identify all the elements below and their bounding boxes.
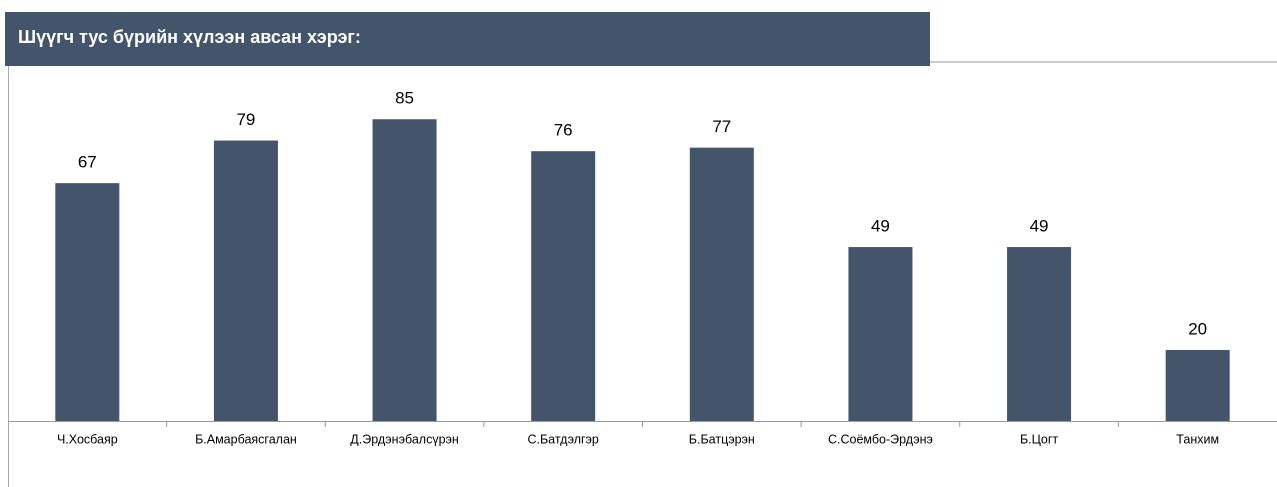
x-tick-label: Ч.Хосбаяр — [57, 432, 118, 446]
value-label: 79 — [236, 110, 255, 129]
bar — [55, 183, 120, 421]
x-tick-label: С.Батдэлгэр — [527, 432, 598, 446]
bar — [689, 147, 754, 421]
bar — [1165, 350, 1230, 421]
value-label: 67 — [78, 153, 97, 172]
x-tick-label: С.Соёмбо-Эрдэнэ — [828, 432, 933, 446]
bar — [372, 119, 437, 421]
bar — [848, 247, 913, 421]
x-tick-label: Б.Батцэрэн — [689, 432, 755, 446]
x-tick-label: Танхим — [1176, 432, 1219, 446]
value-label: 76 — [554, 121, 573, 140]
title-banner — [5, 12, 930, 66]
chart-title: Шүүгч тус бүрийн хүлээн авсан хэрэг: — [18, 27, 361, 47]
x-tick-label: Б.Цогт — [1020, 432, 1058, 446]
x-tick-label: Д.Эрдэнэбалсүрэн — [350, 432, 459, 446]
value-label: 49 — [1030, 217, 1049, 236]
bar — [213, 140, 278, 422]
value-label: 77 — [712, 117, 731, 136]
x-tick-label: Б.Амарбаясгалан — [195, 432, 297, 446]
value-label: 49 — [871, 217, 890, 236]
value-label: 85 — [395, 89, 414, 108]
value-label: 20 — [1188, 319, 1207, 338]
bar — [1007, 247, 1072, 421]
bar — [531, 151, 596, 421]
